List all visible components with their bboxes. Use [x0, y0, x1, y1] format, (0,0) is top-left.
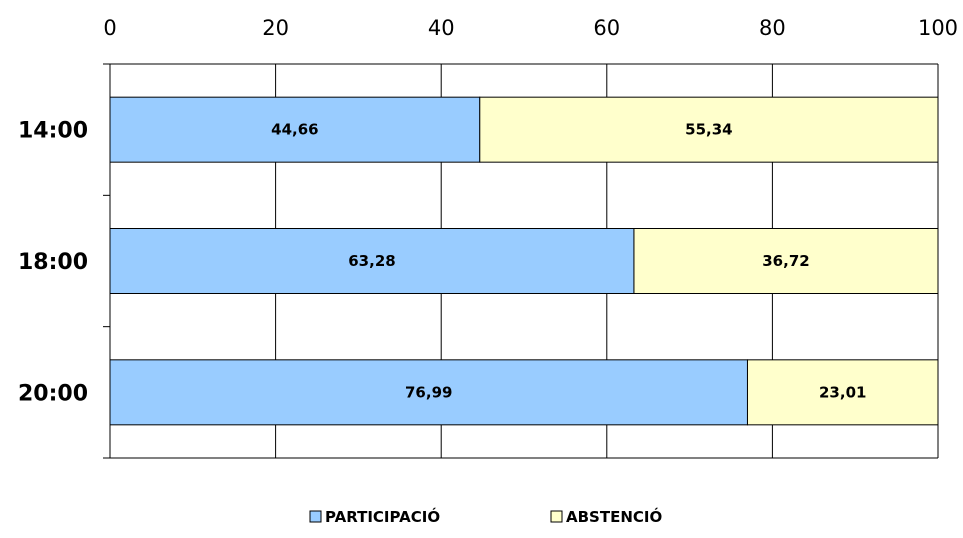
bar-abstencio-18:00: [633, 228, 939, 294]
category-label: 14:00: [18, 119, 88, 144]
bar-participacio-20:00: [109, 359, 748, 426]
legend-label: PARTICIPACIÓ: [325, 507, 440, 526]
x-tick-label: 100: [918, 16, 958, 40]
bar-participacio-18:00: [109, 228, 635, 294]
bar-abstencio-20:00: [746, 359, 939, 426]
legend-swatch: [550, 510, 563, 523]
category-label: 18:00: [18, 250, 88, 275]
data-label: 23,01: [819, 383, 866, 401]
data-label: 36,72: [762, 252, 809, 270]
x-tick-label: 40: [428, 16, 455, 40]
legend-swatch: [309, 510, 322, 523]
data-label: 44,66: [271, 121, 318, 139]
legend-label: ABSTENCIÓ: [566, 507, 662, 526]
bar-abstencio-14:00: [479, 96, 939, 163]
x-tick-label: 60: [593, 16, 620, 40]
x-tick-label: 20: [262, 16, 289, 40]
x-tick-label: 0: [103, 16, 116, 40]
x-tick-label: 80: [759, 16, 786, 40]
category-label: 20:00: [18, 381, 88, 406]
data-label: 55,34: [685, 121, 732, 139]
bar-participacio-14:00: [109, 96, 481, 163]
data-label: 63,28: [348, 252, 395, 270]
data-label: 76,99: [405, 383, 452, 401]
